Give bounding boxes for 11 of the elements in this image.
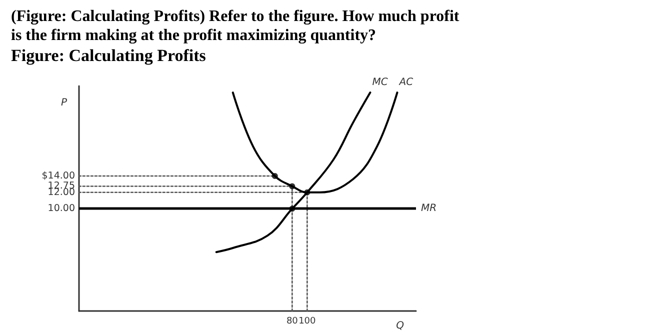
ref-line-label: MR [421,203,437,214]
y-tick-label: 10.00 [48,203,75,214]
y-axis-title: P [60,98,68,108]
series-label: AC [398,77,414,88]
x-axis-title: Q [396,320,404,331]
chart-title: (Figure: Calculating Profits) Refer to the figure. How much profit is the firm making at the profit maximizing quantity? [11,8,464,44]
chart-subtitle: Figure: Calculating Profits [11,46,206,65]
x-tick-label: 100 [298,316,316,326]
y-tick-label: $14.00 [42,170,75,182]
series-label: MC [372,77,388,88]
x-tick-label: 80 [286,316,298,326]
